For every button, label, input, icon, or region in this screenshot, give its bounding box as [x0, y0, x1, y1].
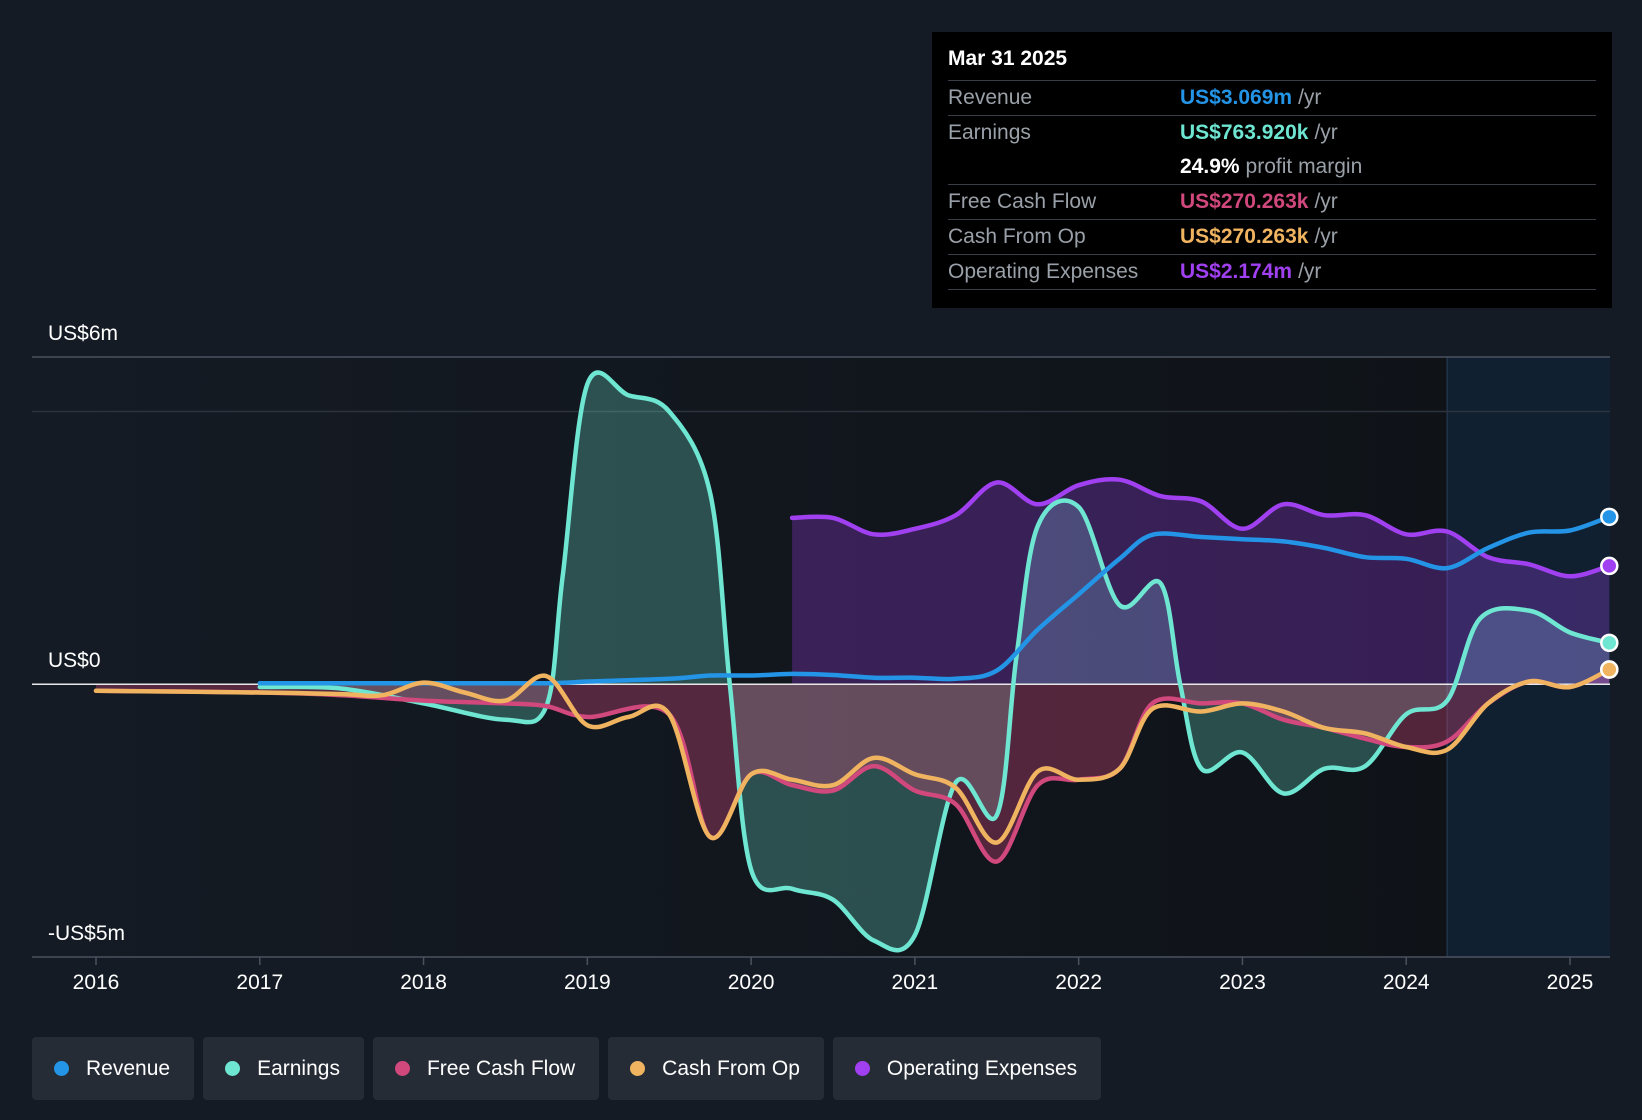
chart-canvas: US$6m US$0 -US$5m 2016 2017 2018 2019 2020 20…	[32, 322, 1619, 994]
tooltip-unit: /yr	[1314, 121, 1338, 144]
tooltip-panel: Mar 31 2025 Revenue US$3.069m /yr Earnin…	[932, 32, 1612, 308]
x-tick-label: 2017	[236, 971, 283, 994]
tooltip-unit: /yr	[1314, 225, 1338, 248]
tooltip-row-margin: 24.9% profit margin	[948, 150, 1596, 185]
x-tick-label: 2021	[892, 971, 939, 994]
operating-expenses-endpoint[interactable]	[1600, 556, 1619, 576]
profit-margin-label: profit margin	[1245, 155, 1363, 178]
x-tick-label: 2023	[1219, 971, 1266, 994]
x-tick-label: 2024	[1383, 971, 1430, 994]
x-tick-label: 2022	[1055, 971, 1102, 994]
tooltip-label: Revenue	[948, 86, 1033, 109]
y-label-top: US$6m	[48, 322, 118, 345]
x-tick-label: 2020	[728, 971, 775, 994]
y-label-bottom: -US$5m	[48, 922, 125, 945]
legend-item-earnings[interactable]: Earnings	[203, 1037, 364, 1100]
legend-item-cash-from-op[interactable]: Cash From Op	[608, 1037, 824, 1100]
tooltip-row-earnings: Earnings US$763.920k /yr	[948, 116, 1596, 150]
x-tick-label: 2018	[400, 971, 447, 994]
revenue-line	[257, 514, 1612, 686]
tooltip-row-revenue: Revenue US$3.069m /yr	[948, 81, 1596, 116]
tooltip-label: Operating Expenses	[948, 260, 1139, 283]
earnings-area	[259, 372, 1610, 951]
tooltip-value: US$763.920k	[1180, 121, 1309, 144]
legend-label: Operating Expenses	[886, 1056, 1078, 1080]
legend-item-revenue[interactable]: Revenue	[32, 1037, 195, 1100]
cash-from-op-line	[93, 667, 1612, 845]
plot-background	[32, 357, 1610, 957]
legend-dot-icon	[394, 1061, 410, 1076]
tooltip-value: US$270.263k	[1180, 190, 1309, 213]
y-label-zero: US$0	[48, 649, 101, 672]
profit-margin-value: 24.9%	[1180, 155, 1240, 178]
legend-dot-icon	[630, 1061, 646, 1076]
tooltip-row-operating-expenses: Operating Expenses US$2.174m /yr	[948, 255, 1596, 290]
legend-dot-icon	[225, 1061, 241, 1076]
legend-item-free-cash-flow[interactable]: Free Cash Flow	[372, 1037, 600, 1100]
earnings-line	[257, 370, 1612, 953]
tooltip-value: US$270.263k	[1180, 225, 1309, 248]
tooltip-value: US$3.069m	[1180, 86, 1293, 109]
cash-from-op-endpoint[interactable]	[1600, 660, 1619, 679]
tooltip-unit: /yr	[1298, 86, 1322, 109]
free-cash-flow-line	[93, 667, 1612, 864]
legend-dot-icon	[54, 1061, 69, 1076]
tooltip-date: Mar 31 2025	[948, 44, 1596, 81]
free-cash-flow-area	[96, 669, 1610, 862]
tooltip-row-free-cash-flow: Free Cash Flow US$270.263k /yr	[948, 185, 1596, 220]
tooltip-unit: /yr	[1314, 190, 1338, 213]
revenue-endpoint[interactable]	[1600, 507, 1619, 527]
tooltip-label: Free Cash Flow	[948, 190, 1097, 213]
tooltip-value: US$2.174m	[1180, 260, 1293, 283]
operating-expenses-area	[792, 479, 1610, 685]
legend-dot-icon	[854, 1061, 870, 1076]
earnings-endpoint[interactable]	[1600, 633, 1619, 653]
legend-item-operating-expenses[interactable]: Operating Expenses	[832, 1037, 1102, 1100]
tooltip-label: Cash From Op	[948, 225, 1086, 248]
tooltip-row-cash-from-op: Cash From Op US$270.263k /yr	[948, 220, 1596, 255]
legend-label: Free Cash Flow	[426, 1056, 576, 1080]
legend-label: Cash From Op	[662, 1056, 800, 1080]
legend-label: Earnings	[257, 1056, 340, 1080]
x-tick-label: 2025	[1547, 971, 1594, 994]
tooltip-label: Earnings	[948, 121, 1031, 144]
operating-expenses-line	[789, 476, 1612, 579]
forecast-zone	[1447, 357, 1610, 957]
legend-label: Revenue	[86, 1056, 171, 1080]
tooltip-unit: /yr	[1298, 260, 1322, 283]
legend: Revenue Earnings Free Cash Flow Cash Fro…	[32, 1037, 1102, 1100]
x-tick-label: 2016	[73, 971, 120, 994]
x-tick-label: 2019	[564, 971, 611, 994]
